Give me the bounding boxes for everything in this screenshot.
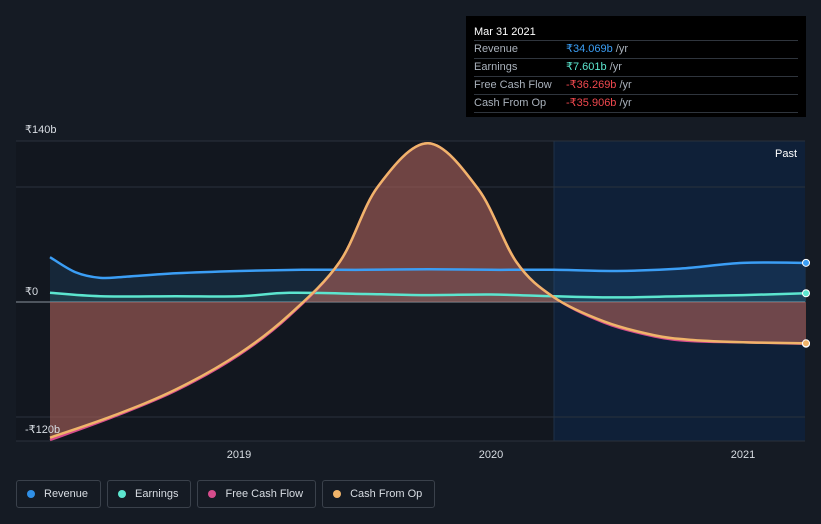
legend-dot-icon <box>118 490 127 498</box>
cash-from-op-area <box>50 143 806 438</box>
tooltip-label: Free Cash Flow <box>474 79 552 91</box>
y-tick-label-zero: ₹0 <box>25 286 38 298</box>
legend-dot-icon <box>208 490 217 498</box>
tooltip-value: ₹34.069b <box>566 43 613 55</box>
legend-item-free-cash-flow[interactable]: Free Cash Flow <box>197 480 317 508</box>
legend-label: Revenue <box>44 488 89 500</box>
legend-label: Cash From Op <box>350 488 423 500</box>
tooltip-unit: /yr <box>609 61 622 73</box>
tooltip-value: -₹36.269b <box>566 79 617 91</box>
legend-item-earnings[interactable]: Earnings <box>107 480 192 508</box>
legend-dot-icon <box>333 490 342 498</box>
y-tick-label-bottom: -₹120b <box>25 424 60 436</box>
revenue-area <box>50 257 806 302</box>
cash-from-op-line <box>49 142 807 439</box>
tooltip-unit: /yr <box>615 43 628 55</box>
cash-from-op-end-point <box>802 339 810 348</box>
plot-background <box>16 141 805 441</box>
tooltip-unit: /yr <box>619 79 632 91</box>
legend-dot-icon <box>27 490 35 498</box>
tooltip-label: Earnings <box>474 61 518 73</box>
series-end-dots <box>802 258 810 348</box>
legend: Revenue Earnings Free Cash Flow Cash Fro… <box>16 480 436 508</box>
legend-item-cash-from-op[interactable]: Cash From Op <box>322 480 436 508</box>
revenue-end-point <box>802 258 810 267</box>
tooltip: Mar 31 2021 Revenue ₹34.069b /yr Earning… <box>466 16 806 117</box>
legend-label: Earnings <box>135 488 179 500</box>
tooltip-label: Cash From Op <box>474 97 547 109</box>
tooltip-unit: /yr <box>619 97 632 109</box>
x-tick-label-2020: 2020 <box>479 449 503 461</box>
free-cash-flow-area <box>50 143 806 440</box>
past-region-label: Past <box>775 148 797 160</box>
earnings-end-point <box>802 289 810 298</box>
grid-lines <box>16 140 805 442</box>
tooltip-date: Mar 31 2021 <box>474 26 536 38</box>
tooltip-value: ₹7.601b <box>566 61 607 73</box>
legend-item-revenue[interactable]: Revenue <box>16 480 102 508</box>
plot-area-history <box>16 141 554 441</box>
tooltip-value: -₹35.906b <box>566 97 617 109</box>
area-fills <box>50 143 806 440</box>
series-lines <box>49 142 807 442</box>
tooltip-label: Revenue <box>474 43 519 55</box>
earnings-area <box>50 292 806 302</box>
earnings-line <box>49 291 807 299</box>
x-tick-label-2019: 2019 <box>227 449 251 461</box>
x-tick-label-2021: 2021 <box>731 449 755 461</box>
legend-label: Free Cash Flow <box>225 488 304 500</box>
past-region-shade <box>554 141 805 441</box>
tooltip-row-revenue: Revenue ₹34.069b /yr <box>474 40 798 58</box>
revenue-line <box>49 256 807 280</box>
axis-labels: ₹140b ₹0 -₹120b 2019 2020 2021 Past <box>25 124 797 461</box>
tooltip-row-earnings: Earnings ₹7.601b /yr <box>474 58 798 76</box>
tooltip-row-free-cash-flow: Free Cash Flow -₹36.269b /yr <box>474 76 798 94</box>
tooltip-row-cash-from-op: Cash From Op -₹35.906b /yr <box>474 94 798 113</box>
y-tick-label-top: ₹140b <box>25 124 56 136</box>
